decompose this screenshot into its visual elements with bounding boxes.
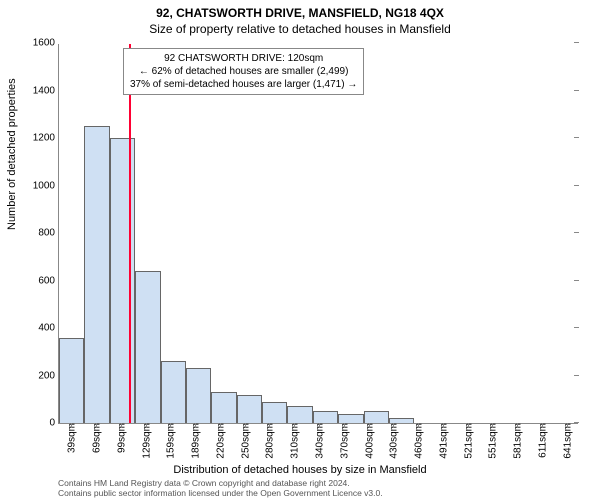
x-tick-mark: [245, 423, 246, 428]
x-tick-label: 611sqm: [535, 423, 548, 458]
annotation-line1: 92 CHATSWORTH DRIVE: 120sqm: [130, 52, 357, 65]
x-tick-mark: [517, 423, 518, 428]
y-tick-mark: [574, 232, 579, 233]
x-tick-label: 491sqm: [436, 423, 449, 459]
x-tick-mark: [195, 423, 196, 428]
x-tick-mark: [344, 423, 345, 428]
annotation-box: 92 CHATSWORTH DRIVE: 120sqm ← 62% of det…: [123, 48, 364, 95]
y-tick-label: 1400: [33, 85, 59, 96]
bar: [287, 406, 312, 423]
x-tick-label: 129sqm: [139, 423, 152, 459]
x-tick-mark: [269, 423, 270, 428]
y-tick-mark: [574, 375, 579, 376]
annotation-line3: 37% of semi-detached houses are larger (…: [130, 78, 357, 91]
bar: [110, 138, 135, 423]
bar: [135, 271, 160, 423]
x-tick-label: 310sqm: [288, 423, 301, 459]
bar: [211, 392, 236, 423]
x-tick-mark: [96, 423, 97, 428]
x-tick-label: 159sqm: [164, 423, 177, 459]
x-tick-label: 551sqm: [486, 423, 499, 459]
x-tick-mark: [319, 423, 320, 428]
x-tick-mark: [121, 423, 122, 428]
bar: [262, 402, 287, 423]
x-tick-label: 370sqm: [337, 423, 350, 459]
y-tick-mark: [574, 137, 579, 138]
x-tick-mark: [443, 423, 444, 428]
x-tick-label: 460sqm: [412, 423, 425, 459]
bar: [186, 368, 211, 423]
y-tick-mark: [574, 185, 579, 186]
x-tick-label: 189sqm: [189, 423, 202, 459]
bar: [84, 126, 109, 423]
y-tick-label: 400: [38, 323, 59, 334]
bar: [161, 361, 186, 423]
bar: [364, 411, 389, 423]
x-tick-label: 340sqm: [313, 423, 326, 459]
bar: [59, 338, 84, 424]
y-tick-label: 1200: [33, 133, 59, 144]
x-tick-label: 280sqm: [263, 423, 276, 459]
x-tick-mark: [170, 423, 171, 428]
x-tick-mark: [393, 423, 394, 428]
x-tick-label: 521sqm: [461, 423, 474, 459]
bar: [237, 395, 262, 424]
footer-line2: Contains public sector information licen…: [58, 488, 383, 498]
x-tick-mark: [542, 423, 543, 428]
footer-line1: Contains HM Land Registry data © Crown c…: [58, 478, 383, 488]
y-tick-mark: [574, 422, 579, 423]
plot-area: 92 CHATSWORTH DRIVE: 120sqm ← 62% of det…: [58, 44, 578, 424]
y-tick-label: 1000: [33, 180, 59, 191]
bar: [338, 414, 363, 424]
chart-title-address: 92, CHATSWORTH DRIVE, MANSFIELD, NG18 4Q…: [0, 0, 600, 20]
x-tick-label: 430sqm: [387, 423, 400, 459]
x-tick-label: 250sqm: [238, 423, 251, 459]
y-tick-label: 0: [49, 418, 59, 429]
y-tick-mark: [574, 42, 579, 43]
x-axis-label: Distribution of detached houses by size …: [0, 464, 600, 476]
x-tick-label: 220sqm: [213, 423, 226, 459]
y-axis-label: Number of detached properties: [6, 78, 18, 230]
y-tick-label: 200: [38, 370, 59, 381]
y-tick-mark: [574, 90, 579, 91]
bars-group: [59, 44, 578, 423]
x-tick-mark: [492, 423, 493, 428]
x-tick-mark: [369, 423, 370, 428]
x-tick-mark: [146, 423, 147, 428]
x-tick-mark: [220, 423, 221, 428]
chart-container: 92, CHATSWORTH DRIVE, MANSFIELD, NG18 4Q…: [0, 0, 600, 500]
footer-text: Contains HM Land Registry data © Crown c…: [58, 478, 383, 498]
y-tick-label: 1600: [33, 38, 59, 49]
chart-title-desc: Size of property relative to detached ho…: [0, 20, 600, 40]
x-tick-mark: [418, 423, 419, 428]
x-tick-mark: [294, 423, 295, 428]
x-tick-label: 581sqm: [511, 423, 524, 459]
x-tick-mark: [468, 423, 469, 428]
x-tick-label: 400sqm: [362, 423, 375, 459]
x-tick-mark: [71, 423, 72, 428]
x-tick-mark: [567, 423, 568, 428]
y-tick-label: 800: [38, 228, 59, 239]
bar: [313, 411, 338, 423]
y-tick-label: 600: [38, 275, 59, 286]
y-tick-mark: [574, 280, 579, 281]
marker-line: [129, 44, 131, 423]
y-tick-mark: [574, 327, 579, 328]
x-tick-label: 641sqm: [560, 423, 573, 459]
annotation-line2: ← 62% of detached houses are smaller (2,…: [130, 65, 357, 78]
